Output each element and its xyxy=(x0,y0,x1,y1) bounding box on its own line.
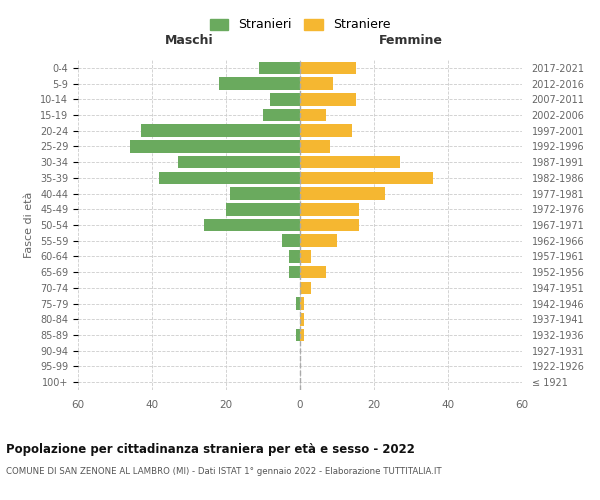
Bar xyxy=(300,250,311,262)
Text: COMUNE DI SAN ZENONE AL LAMBRO (MI) - Dati ISTAT 1° gennaio 2022 - Elaborazione : COMUNE DI SAN ZENONE AL LAMBRO (MI) - Da… xyxy=(6,468,442,476)
Bar xyxy=(300,93,356,106)
Bar xyxy=(296,328,300,342)
Bar xyxy=(300,124,352,137)
Bar xyxy=(300,218,359,232)
Bar xyxy=(296,298,300,310)
Bar xyxy=(300,234,337,247)
Bar xyxy=(300,172,433,184)
Bar xyxy=(300,328,304,342)
Bar xyxy=(141,124,300,137)
Y-axis label: Fasce di età: Fasce di età xyxy=(25,192,34,258)
Bar xyxy=(259,62,300,74)
Bar xyxy=(300,108,326,122)
Bar xyxy=(281,234,300,247)
Bar xyxy=(300,140,329,152)
Bar xyxy=(263,108,300,122)
Bar xyxy=(218,78,300,90)
Bar xyxy=(300,156,400,168)
Bar xyxy=(226,203,300,215)
Bar xyxy=(300,266,326,278)
Bar xyxy=(300,203,359,215)
Bar xyxy=(271,93,300,106)
Bar xyxy=(300,188,385,200)
Text: Maschi: Maschi xyxy=(164,34,214,47)
Bar xyxy=(230,188,300,200)
Bar xyxy=(178,156,300,168)
Bar xyxy=(204,218,300,232)
Legend: Stranieri, Straniere: Stranieri, Straniere xyxy=(205,14,395,36)
Text: Popolazione per cittadinanza straniera per età e sesso - 2022: Popolazione per cittadinanza straniera p… xyxy=(6,442,415,456)
Bar xyxy=(300,62,356,74)
Bar xyxy=(300,78,334,90)
Bar xyxy=(130,140,300,152)
Bar xyxy=(289,266,300,278)
Y-axis label: Anni di nascita: Anni di nascita xyxy=(599,184,600,266)
Text: Femmine: Femmine xyxy=(379,34,443,47)
Bar xyxy=(289,250,300,262)
Bar xyxy=(300,282,311,294)
Bar xyxy=(300,298,304,310)
Bar xyxy=(300,313,304,326)
Bar xyxy=(160,172,300,184)
